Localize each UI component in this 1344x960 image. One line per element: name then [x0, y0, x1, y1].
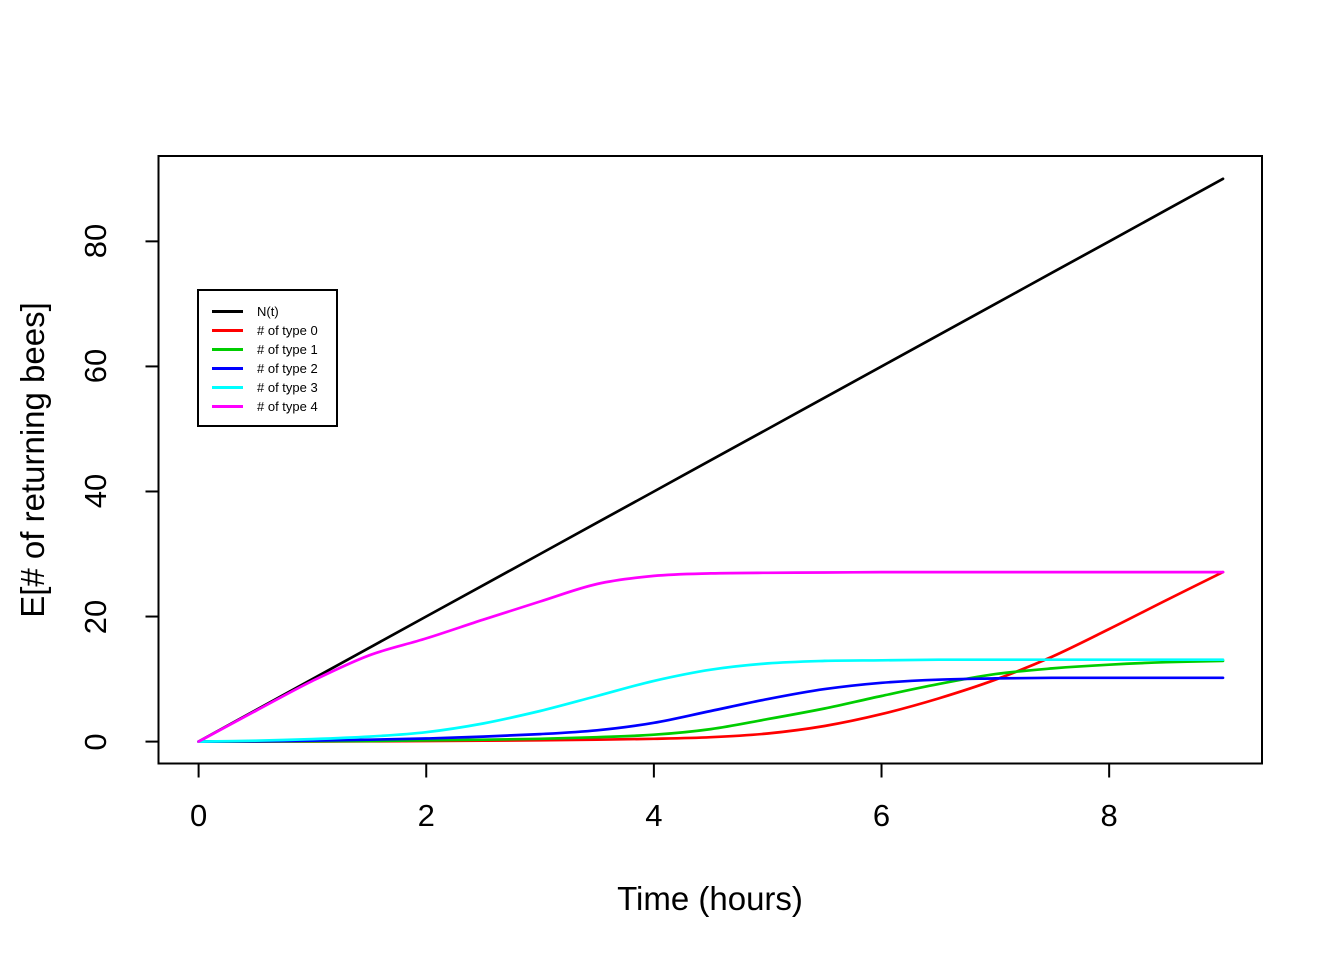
y-tick-label-0: 0 — [78, 732, 113, 751]
x-tick-label-6: 6 — [872, 798, 891, 833]
legend-label: # of type 1 — [257, 342, 318, 357]
series-line-0-n-t- — [197, 177, 1225, 743]
y-tick-label-60: 60 — [78, 349, 113, 384]
legend-line-sample-icon — [212, 405, 243, 408]
x-tick-label-4: 4 — [645, 798, 663, 833]
series-line-2--of-type-1 — [197, 659, 1225, 743]
legend-entry-3: # of type 2 — [199, 359, 336, 378]
x-tick-label-0: 0 — [189, 798, 208, 833]
legend-entry-1: # of type 0 — [199, 321, 336, 340]
legend-label: # of type 3 — [257, 380, 318, 395]
legend-label: # of type 0 — [257, 323, 318, 338]
legend-label: # of type 4 — [257, 399, 318, 414]
x-axis-title: Time (hours) — [617, 880, 803, 917]
legend-line-sample-icon — [212, 310, 243, 313]
y-tick-label-80: 80 — [78, 224, 113, 259]
legend-box: N(t) # of type 0 # of type 1 # of type 2 # o… — [197, 289, 338, 427]
series-line-3--of-type-2 — [197, 676, 1225, 743]
legend-entry-4: # of type 3 — [199, 378, 336, 397]
legend-entry-2: # of type 1 — [199, 340, 336, 359]
x-tick-label-8: 8 — [1100, 798, 1118, 833]
legend-entry-0: N(t) — [199, 302, 336, 321]
series-line-5--of-type-4 — [197, 570, 1225, 743]
legend-line-sample-icon — [212, 367, 243, 370]
legend-entry-5: # of type 4 — [199, 397, 336, 416]
legend-label: # of type 2 — [257, 361, 318, 376]
y-axis-title: E[# of returning bees] — [14, 302, 51, 618]
legend-line-sample-icon — [212, 329, 243, 332]
y-tick-label-20: 20 — [78, 599, 113, 634]
y-tick-label-40: 40 — [78, 474, 113, 509]
series-line-4--of-type-3 — [197, 658, 1225, 743]
legend-line-sample-icon — [212, 386, 243, 389]
legend-line-sample-icon — [212, 348, 243, 351]
x-tick-label-2: 2 — [417, 798, 435, 833]
plot-box — [157, 155, 1263, 765]
legend-label: N(t) — [257, 304, 279, 319]
